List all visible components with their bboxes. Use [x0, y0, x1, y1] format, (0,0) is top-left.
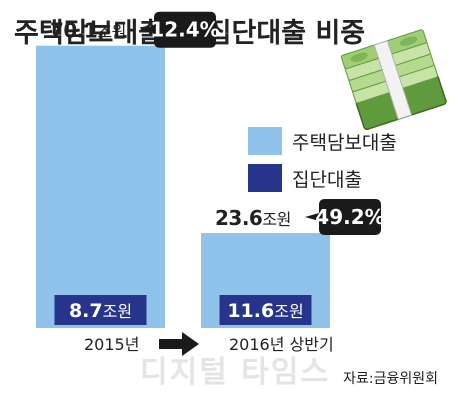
data-label-group-loan-2: 11.6조원	[227, 300, 303, 322]
right-arrow-icon	[159, 332, 199, 356]
bar-group-loan-2	[219, 295, 312, 325]
data-label-housing-loan-1: 70.1조원	[50, 19, 126, 43]
legend: 주택담보대출 집단대출	[248, 127, 397, 192]
bars: 8.7조원 70.1조원 12.4% 2015년 11.6조원 23.6조원 49.2% 20…	[36, 11, 385, 354]
share-label-1: 12.4%	[150, 18, 219, 42]
category-label-2: 2016년 상반기	[229, 335, 334, 354]
bar-group-loan-1	[54, 295, 147, 325]
money-stack-icon	[340, 29, 447, 131]
data-label-housing-loan-2: 23.6조원	[215, 206, 291, 230]
bar-housing-loan-1	[36, 45, 165, 329]
legend-swatch-housing-loan	[248, 127, 282, 155]
data-label-group-loan-1: 8.7조원	[69, 300, 132, 322]
source-note: 자료:금융위원회	[343, 371, 438, 387]
share-callout-2	[305, 198, 381, 235]
legend-label-housing-loan: 주택담보대출	[292, 132, 397, 154]
watermark: 디지털 타임스	[140, 355, 330, 390]
share-label-2: 49.2%	[315, 205, 384, 229]
category-label-1: 2015년	[84, 335, 139, 354]
legend-label-group-loan: 집단대출	[292, 169, 362, 191]
legend-swatch-group-loan	[248, 164, 282, 192]
share-callout-1	[140, 11, 216, 48]
